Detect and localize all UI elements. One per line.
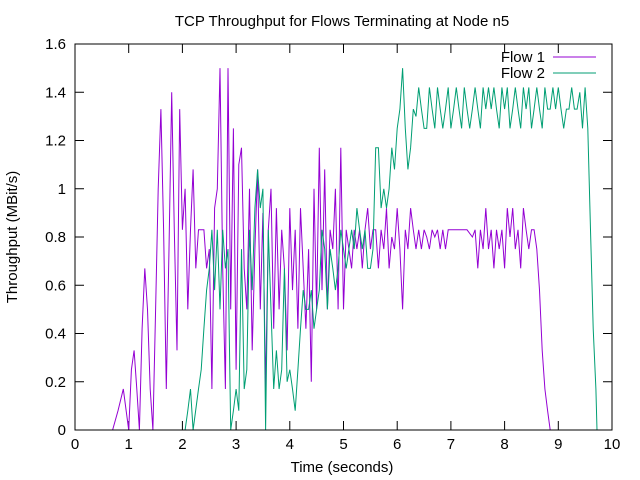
x-tick-label: 3: [232, 436, 240, 453]
axis-ticks: 0 1 2 3 4 5 6 7 8 9 10 0 0.2 0.4 0.6 0.8 1 1.2 1.4 1.6: [45, 36, 620, 453]
y-tick-label: 0.2: [45, 374, 66, 391]
y-tick-label: 1.6: [45, 36, 66, 53]
y-tick-label: 0.4: [45, 326, 66, 343]
y-tick-label: 1.4: [45, 84, 66, 101]
y-axis-label: Throughput (MBit/s): [4, 171, 21, 304]
chart-title: TCP Throughput for Flows Terminating at …: [175, 13, 509, 30]
x-tick-label: 0: [71, 436, 79, 453]
x-tick-label: 7: [447, 436, 455, 453]
y-tick-label: 0.6: [45, 277, 66, 294]
y-tick-label: 1: [58, 181, 66, 198]
legend-label-flow-1: Flow 1: [501, 49, 545, 66]
plot-frame: [74, 43, 613, 431]
series-lines: [107, 68, 598, 431]
y-tick-label: 1.2: [45, 133, 66, 150]
y-tick-label: 0: [58, 422, 66, 439]
series-line-flow-2: [184, 68, 598, 431]
x-tick-label: 10: [604, 436, 621, 453]
x-tick-label: 8: [500, 436, 508, 453]
x-tick-label: 9: [554, 436, 562, 453]
y-tick-label: 0.8: [45, 229, 66, 246]
legend-label-flow-2: Flow 2: [501, 65, 545, 82]
x-tick-label: 2: [178, 436, 186, 453]
x-tick-label: 4: [286, 436, 294, 453]
x-tick-label: 5: [339, 436, 347, 453]
x-tick-label: 6: [393, 436, 401, 453]
x-tick-label: 1: [125, 436, 133, 453]
x-axis-label: Time (seconds): [291, 459, 394, 476]
